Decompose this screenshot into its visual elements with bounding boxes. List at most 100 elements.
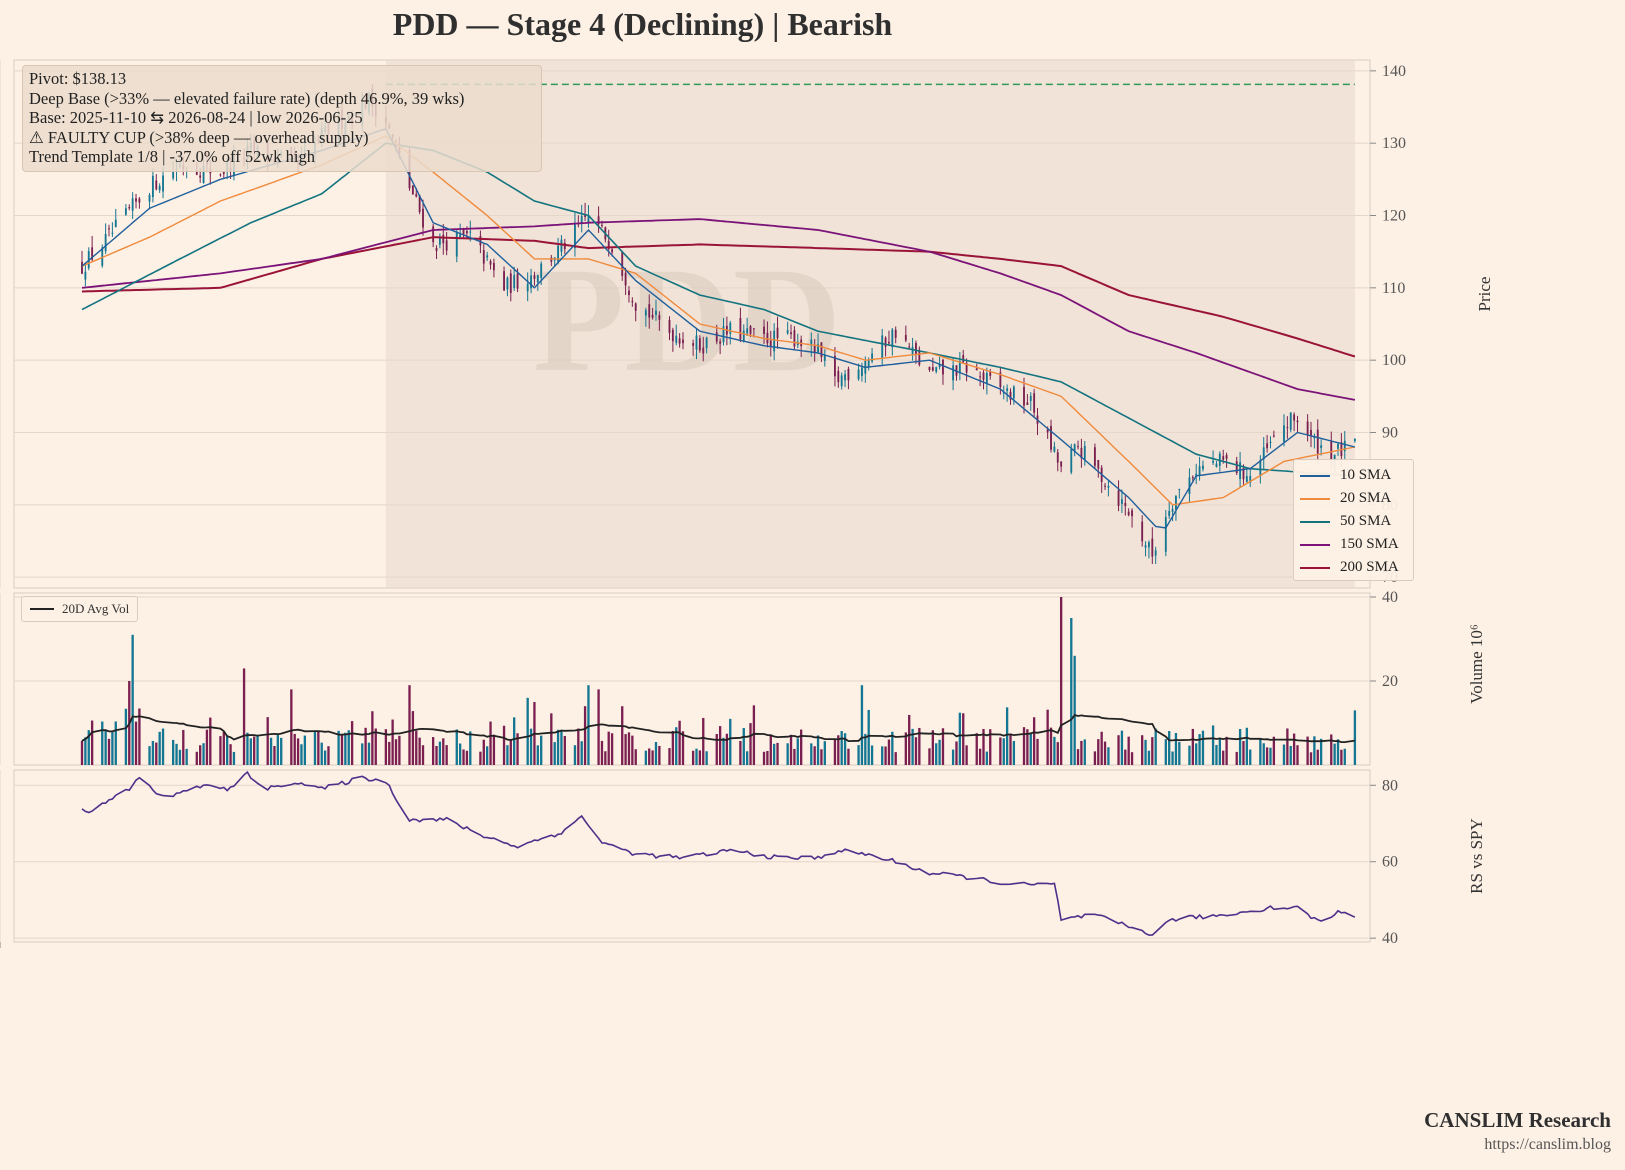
volume-bar bbox=[675, 727, 678, 765]
candle-body bbox=[1077, 446, 1079, 448]
legend-entry: 20 SMA bbox=[1294, 487, 1413, 510]
volume-bar bbox=[323, 750, 327, 765]
candle-body bbox=[817, 344, 819, 353]
legend-entry: 50 SMA bbox=[1294, 510, 1413, 533]
volume-bar bbox=[553, 742, 556, 765]
candle-body bbox=[1107, 485, 1110, 488]
volume-bar bbox=[762, 751, 766, 765]
candle-body bbox=[597, 216, 600, 225]
candle-body bbox=[958, 360, 961, 374]
candle-body bbox=[111, 232, 114, 234]
volume-bar bbox=[786, 743, 789, 765]
candle-body bbox=[1171, 508, 1174, 512]
candle-body bbox=[1296, 420, 1299, 423]
volume-bar bbox=[290, 689, 293, 765]
volume-bar bbox=[1026, 729, 1029, 765]
volume-bar bbox=[860, 685, 864, 765]
candle-body bbox=[1330, 440, 1333, 462]
sma-legend: 10 SMA 20 SMA 50 SMA 150 SMA 200 SMA bbox=[1293, 459, 1414, 581]
volume-bar bbox=[536, 745, 539, 765]
candle-body bbox=[1002, 392, 1005, 394]
volume-bar bbox=[1330, 734, 1333, 765]
candle-body bbox=[820, 342, 823, 358]
candle-body bbox=[445, 240, 448, 251]
candle-body bbox=[1083, 446, 1086, 460]
candle-body bbox=[915, 342, 917, 354]
volume-bar bbox=[1130, 752, 1134, 765]
volume-bar bbox=[958, 712, 962, 765]
volume-bar bbox=[246, 732, 249, 765]
candle-body bbox=[1117, 490, 1120, 506]
candle-body bbox=[840, 375, 843, 387]
volume-bar bbox=[1292, 733, 1296, 765]
volume-bar bbox=[367, 742, 371, 765]
volume-bar bbox=[800, 729, 803, 765]
candle-body bbox=[631, 301, 634, 303]
candle-body bbox=[1104, 485, 1106, 487]
candle-body bbox=[560, 239, 563, 252]
legend-label: 10 SMA bbox=[1340, 467, 1392, 483]
candle-body bbox=[1141, 521, 1144, 542]
volume-bar bbox=[975, 733, 978, 765]
annotation-line: Trend Template 1/8 | -37.0% off 52wk hig… bbox=[29, 147, 315, 166]
volume-bar bbox=[820, 749, 823, 765]
candle-body bbox=[1353, 438, 1356, 442]
brand-name: CANSLIM Research bbox=[1424, 1108, 1611, 1132]
candle-body bbox=[715, 332, 718, 342]
volume-bar bbox=[124, 708, 128, 765]
candle-body bbox=[503, 271, 505, 291]
volume-bar bbox=[1080, 740, 1083, 765]
volume-bar bbox=[1282, 744, 1286, 765]
price-tick-label: 100 bbox=[1382, 352, 1406, 369]
volume-bar bbox=[668, 748, 671, 765]
candle-body bbox=[628, 290, 630, 296]
candle-body bbox=[580, 215, 583, 224]
volume-bar bbox=[1225, 736, 1228, 765]
candle-body bbox=[1093, 447, 1096, 466]
sma-20-line bbox=[81, 135, 1356, 506]
candle-body bbox=[1337, 443, 1339, 449]
volume-bar bbox=[847, 748, 850, 765]
volume-bar bbox=[172, 739, 175, 765]
candle-body bbox=[151, 175, 154, 198]
volume-bar bbox=[529, 728, 533, 765]
volume-bar bbox=[421, 745, 425, 765]
price-tick-label: 140 bbox=[1382, 63, 1406, 80]
volume-bar bbox=[833, 739, 837, 765]
volume-bar bbox=[587, 685, 590, 765]
volume-bar bbox=[580, 741, 583, 765]
volume-bar bbox=[556, 729, 560, 765]
candle-body bbox=[621, 251, 624, 276]
volume-bar bbox=[327, 746, 330, 765]
volume-bar bbox=[209, 717, 212, 765]
volume-bar bbox=[881, 746, 884, 765]
volume-bar bbox=[857, 745, 860, 765]
volume-bar bbox=[810, 743, 813, 765]
volume-bar bbox=[864, 733, 867, 765]
volume-bar bbox=[371, 711, 374, 765]
candle-body bbox=[1225, 455, 1228, 459]
candle-body bbox=[114, 219, 117, 227]
candle-body bbox=[601, 224, 603, 226]
volume-bar bbox=[1174, 732, 1178, 765]
volume-bar bbox=[722, 737, 725, 765]
candle-body bbox=[91, 247, 94, 260]
volume-bar bbox=[1120, 730, 1124, 765]
volume-bar bbox=[431, 737, 435, 765]
brand-footer: CANSLIM Research https://canslim.blog bbox=[1424, 1108, 1611, 1154]
candle-body bbox=[722, 326, 725, 343]
volume-bar bbox=[1032, 717, 1036, 765]
volume-bar bbox=[1201, 730, 1205, 765]
legend-swatch bbox=[1300, 474, 1330, 477]
volume-bar bbox=[205, 729, 209, 765]
volume-bar bbox=[1147, 750, 1151, 765]
volume-bar bbox=[178, 749, 182, 765]
candle-body bbox=[813, 345, 816, 354]
volume-bar bbox=[469, 731, 472, 765]
volume-bar bbox=[918, 727, 921, 765]
candle-body bbox=[1316, 429, 1319, 454]
candle-body bbox=[418, 195, 421, 212]
candle-body bbox=[1215, 463, 1218, 467]
volume-bar bbox=[1073, 655, 1076, 765]
candle-body bbox=[668, 319, 671, 333]
